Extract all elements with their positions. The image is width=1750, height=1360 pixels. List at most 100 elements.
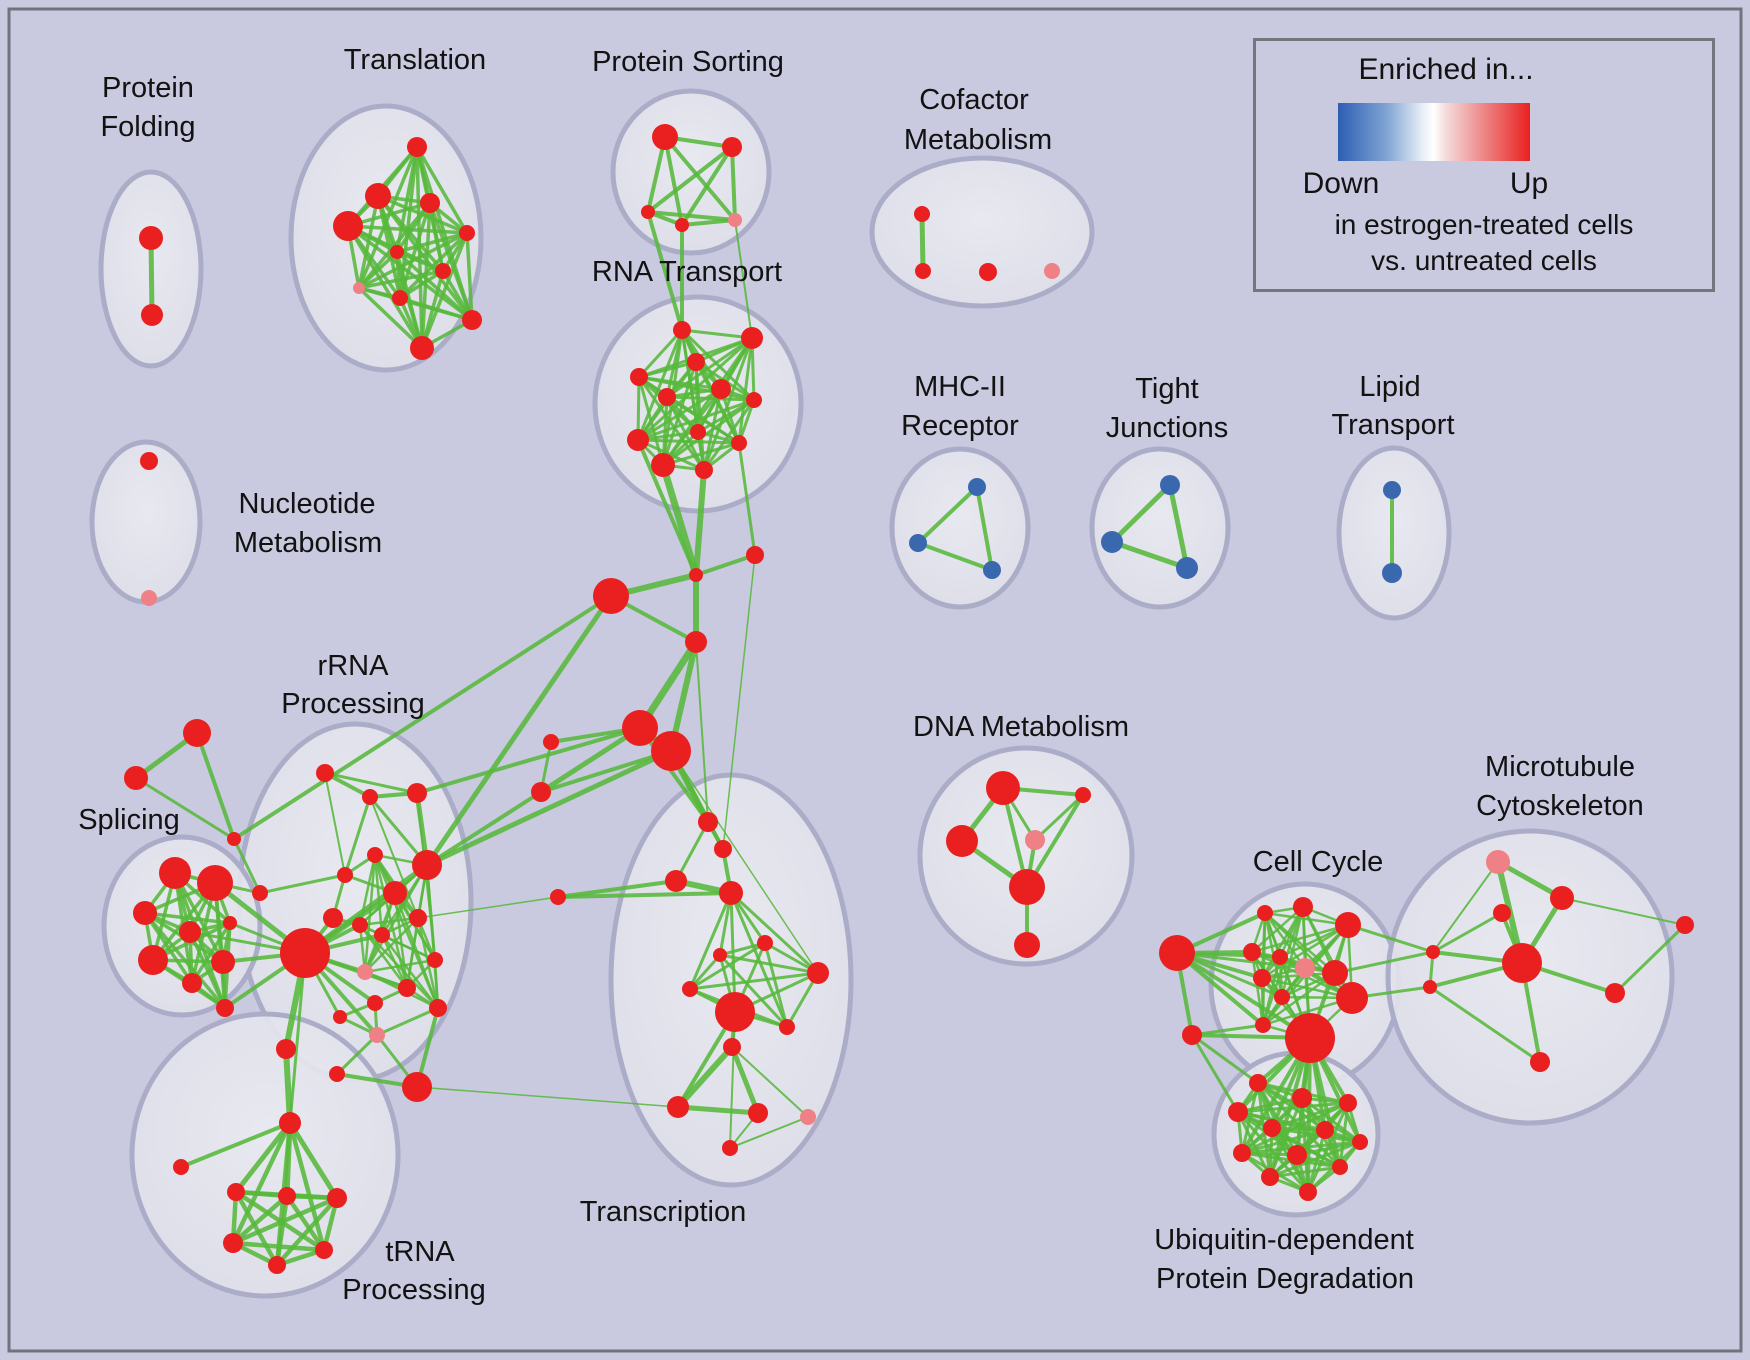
cluster-ellipse-protein-sorting xyxy=(610,88,772,256)
edge-rt7-rt12 xyxy=(702,398,756,472)
edge-ps3-ps5 xyxy=(646,210,737,222)
edge-h2-c6 xyxy=(539,749,673,794)
node-sp1 xyxy=(159,857,191,889)
edge-trl-tr3 xyxy=(556,879,678,899)
edge-c2-c3 xyxy=(694,553,757,577)
node-c3 xyxy=(746,546,764,564)
node-u10 xyxy=(1332,1159,1348,1175)
node-mc5 xyxy=(1676,916,1694,934)
node-u4 xyxy=(1339,1094,1357,1112)
node-r17 xyxy=(369,1027,385,1043)
edge-x2-x3 xyxy=(134,776,236,841)
node-rt10 xyxy=(731,435,747,451)
node-mc3 xyxy=(1605,983,1625,1003)
cluster-label-lipid-transport-2: Transport xyxy=(1331,409,1454,441)
edge-r2-r5 xyxy=(343,795,372,877)
edge-k1-mc2 xyxy=(1431,911,1504,954)
edge-pf1-pf2 xyxy=(148,235,155,318)
cluster-label-trna-processing: tRNA xyxy=(385,1236,455,1268)
edge-tnh-tn1 xyxy=(233,1120,293,1195)
node-u7 xyxy=(1352,1134,1368,1150)
legend-caption-line1: in estrogen-treated cells xyxy=(1334,209,1634,240)
node-tn6 xyxy=(268,1256,286,1274)
node-rt7 xyxy=(746,392,762,408)
node-tr8 xyxy=(682,981,698,997)
edge-cc4-cc7 xyxy=(1250,905,1305,954)
edge-tr4-tr7 xyxy=(729,891,820,975)
edge-ps1-ps5 xyxy=(663,135,737,222)
edge-cc7-cc13 xyxy=(1250,950,1265,1027)
node-t7 xyxy=(435,263,451,279)
cluster-label-protein-sorting: Protein Sorting xyxy=(592,46,784,78)
node-sp3 xyxy=(133,901,157,925)
edge-x3-spx xyxy=(232,837,262,895)
edge-tj1-tj3 xyxy=(1167,482,1190,571)
edge-u10-u11 xyxy=(1268,1165,1342,1179)
node-tr3 xyxy=(665,870,687,892)
edge-tr6-tr7 xyxy=(718,953,820,975)
node-t3 xyxy=(420,193,440,213)
edge-cf1-cf2 xyxy=(919,211,926,274)
node-l1 xyxy=(1383,481,1401,499)
edge-rt4-rt12 xyxy=(637,375,706,472)
edge-ps2-ps4 xyxy=(680,145,734,227)
cluster-label-trna-processing-2: Processing xyxy=(342,1274,485,1306)
edge-tn1-tn6 xyxy=(233,1189,280,1268)
node-c6 xyxy=(531,782,551,802)
node-ps3 xyxy=(641,205,655,219)
edge-tr4-tr8 xyxy=(688,891,733,991)
edge-r2-r11 xyxy=(369,796,419,919)
edge-r20-tr10 xyxy=(416,1086,679,1108)
node-tr6 xyxy=(713,948,727,962)
node-br1 xyxy=(276,1039,296,1059)
node-trl xyxy=(550,889,566,905)
cluster-labels: Protein Folding Translation Protein Sorting… xyxy=(78,44,1644,1306)
cluster-ellipse-ubiquitin xyxy=(1211,1050,1381,1218)
node-spx xyxy=(252,885,268,901)
edge-c1-r6 xyxy=(424,593,614,868)
node-k2 xyxy=(1423,980,1437,994)
node-mc1 xyxy=(1550,886,1574,910)
node-u9 xyxy=(1287,1145,1307,1165)
node-cc3 xyxy=(1257,905,1273,921)
node-rt6 xyxy=(711,379,731,399)
node-rt9 xyxy=(627,429,649,451)
edge-rt7-rt9 xyxy=(636,398,756,442)
edge-t4-t10 xyxy=(346,224,474,322)
node-r3 xyxy=(407,783,427,803)
edge-tn2-tn4 xyxy=(230,1193,290,1246)
node-tr14 xyxy=(722,1140,738,1156)
legend-gradient-bar xyxy=(1338,103,1530,161)
edge-r10-r13 xyxy=(380,933,409,990)
edge-h2-r6 xyxy=(424,748,674,868)
edge-tr13-tr11 xyxy=(729,1044,761,1116)
edge-cc2-cc13 xyxy=(1190,1023,1265,1037)
edge-r9-r13 xyxy=(358,923,409,990)
node-tr12 xyxy=(800,1109,816,1125)
node-cf1 xyxy=(914,206,930,222)
node-mc2 xyxy=(1493,904,1511,922)
node-r2 xyxy=(362,789,378,805)
edge-r4-r12 xyxy=(363,853,377,974)
node-d1 xyxy=(986,771,1020,805)
edge-r7-r14 xyxy=(393,891,437,962)
node-t11 xyxy=(410,336,434,360)
edge-rt5-rt7 xyxy=(665,395,756,402)
edge-ps2-ps5 xyxy=(730,145,737,222)
node-cf2 xyxy=(915,263,931,279)
node-tj1 xyxy=(1160,475,1180,495)
node-r13 xyxy=(398,979,416,997)
legend-caption-line2: vs. untreated cells xyxy=(1371,245,1597,276)
node-tr1 xyxy=(698,812,718,832)
node-sp5 xyxy=(223,916,237,930)
node-n2 xyxy=(141,590,157,606)
node-r18 xyxy=(429,999,447,1017)
node-u1 xyxy=(1249,1074,1267,1092)
cluster-label-lipid-transport: Lipid xyxy=(1359,371,1420,403)
edge-mc3-mc5 xyxy=(1613,923,1687,995)
node-rt2 xyxy=(741,327,763,349)
edge-rt9-rt12 xyxy=(636,438,706,472)
node-tn3 xyxy=(327,1188,347,1208)
node-d4 xyxy=(1025,830,1045,850)
